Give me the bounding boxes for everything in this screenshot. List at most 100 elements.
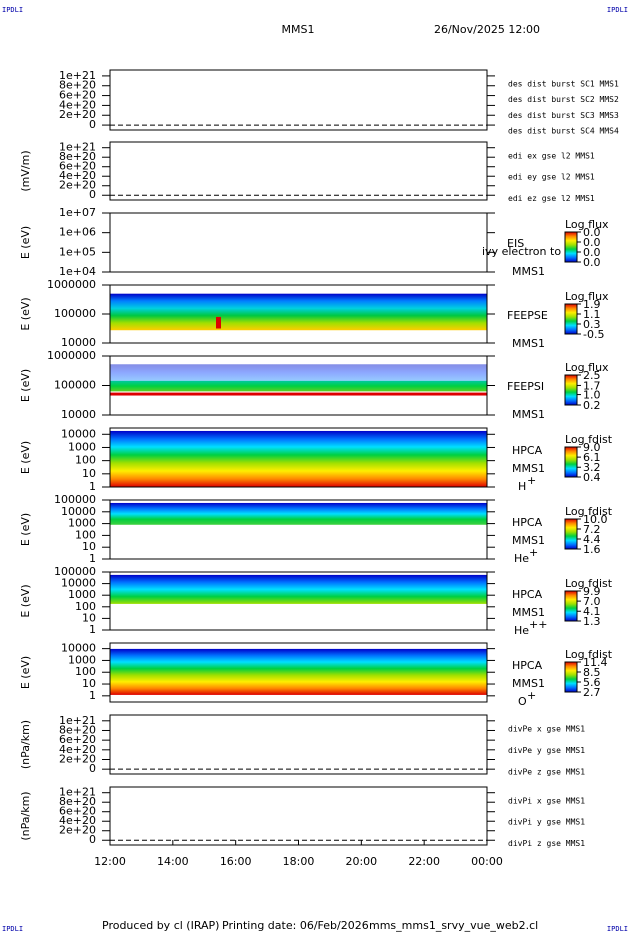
y-tick-label: 10 <box>82 611 96 624</box>
y-tick-label: 1e+05 <box>59 245 96 258</box>
instrument-label: FEEPSE <box>507 309 548 322</box>
y-tick-label: 100000 <box>54 493 96 506</box>
x-tick-label: 16:00 <box>220 855 252 868</box>
y-tick-label: 1e+04 <box>59 265 96 278</box>
colorbar-title: Log flux <box>565 218 609 231</box>
date: 26/Nov/2025 12:00 <box>434 23 540 36</box>
x-tick-label: 22:00 <box>408 855 440 868</box>
y-tick-label: 1000000 <box>47 349 96 362</box>
colorbar-tick-label: 1.3 <box>583 615 601 628</box>
colorbar-tick-label: 0.0 <box>583 246 601 259</box>
panel-frame <box>109 141 488 201</box>
y-tick-label: 2e+20 <box>59 179 96 192</box>
colorbar-tick-label: 2.5 <box>583 369 601 382</box>
y-tick-label: 0 <box>89 118 96 131</box>
panel-frame <box>109 69 488 131</box>
y-tick-label: 1 <box>89 552 96 565</box>
colorbar-title: Log fdist <box>565 505 613 518</box>
panel-frame <box>109 212 488 273</box>
y-axis-label: E (eV) <box>19 584 32 617</box>
panel-frame <box>109 499 488 560</box>
legend-entry: divPi y gse MMS1 <box>508 818 585 827</box>
y-tick-label: 1000 <box>68 440 96 453</box>
y-tick-label: 10000 <box>61 505 96 518</box>
y-axis-label: (nPa/km) <box>19 720 32 769</box>
colorbar <box>564 661 578 693</box>
spacecraft-label: MMS1 <box>512 606 545 619</box>
spacecraft-label: MMS1 <box>512 337 545 350</box>
colorbar-tick-label: 8.5 <box>583 666 601 679</box>
colorbar-tick-label: 1.0 <box>583 389 601 402</box>
y-tick-label: 10000 <box>61 336 96 349</box>
spectrogram-texture <box>110 380 487 392</box>
colorbar-tick-label: 0.0 <box>583 226 601 239</box>
legend-entry: edi ey gse l2 MMS1 <box>508 173 595 182</box>
y-axis-label: E (eV) <box>19 441 32 474</box>
colorbar-tick-label: 4.1 <box>583 605 601 618</box>
y-tick-label: 6e+20 <box>59 89 96 102</box>
y-axis-label: E (eV) <box>19 297 32 330</box>
y-tick-label: 1e+07 <box>59 206 96 219</box>
y-axis-label: E (eV) <box>19 513 32 546</box>
y-tick-label: 100000 <box>54 379 96 392</box>
panel-frame <box>109 571 488 631</box>
legend-entry: edi ex gse l2 MMS1 <box>508 152 595 161</box>
logo: IPDLI <box>2 6 23 14</box>
y-tick-label: 100 <box>75 454 96 467</box>
y-tick-label: 1e+21 <box>59 786 96 799</box>
y-tick-label: 100 <box>75 665 96 678</box>
colorbar <box>564 231 578 263</box>
legend-entry: divPe x gse MMS1 <box>508 725 585 734</box>
y-tick-label: 2e+20 <box>59 108 96 121</box>
spacecraft-label: MMS1 <box>512 534 545 547</box>
colorbar-tick-label: 1.6 <box>583 543 601 556</box>
y-tick-label: 100000 <box>54 307 96 320</box>
species-charge: ++ <box>529 618 547 631</box>
x-tick-label: 20:00 <box>345 855 377 868</box>
colorbar-tick-label: 4.4 <box>583 533 601 546</box>
colorbar-title: Log fdist <box>565 577 613 590</box>
y-tick-label: 0 <box>89 762 96 775</box>
colorbar-tick-label: 9.0 <box>583 441 601 454</box>
y-tick-label: 8e+20 <box>59 723 96 736</box>
spectrogram-texture <box>216 316 221 329</box>
species-label: He <box>514 624 529 637</box>
spectrogram-texture <box>110 574 487 604</box>
spectrogram-texture <box>110 293 487 331</box>
y-tick-label: 1e+21 <box>59 141 96 154</box>
colorbar-tick-label: 3.2 <box>583 461 601 474</box>
y-tick-label: 6e+20 <box>59 733 96 746</box>
legend-entry: divPi z gse MMS1 <box>508 839 585 848</box>
annotation: ivy electron to <box>482 245 561 258</box>
y-tick-label: 1000 <box>68 588 96 601</box>
legend-entry: edi ez gse l2 MMS1 <box>508 194 595 203</box>
y-tick-label: 10000 <box>61 427 96 440</box>
y-tick-label: 0 <box>89 188 96 201</box>
legend-entry: divPe z gse MMS1 <box>508 768 585 777</box>
y-tick-label: 6e+20 <box>59 160 96 173</box>
x-tick-label: 00:00 <box>471 855 503 868</box>
y-tick-label: 1e+06 <box>59 226 96 239</box>
colorbar-tick-label: 0.3 <box>583 318 601 331</box>
colorbar-tick-label: 0.0 <box>583 256 601 269</box>
species-label: O <box>518 695 527 708</box>
y-axis-label: E (eV) <box>19 369 32 402</box>
y-tick-label: 1 <box>89 689 96 702</box>
spectrogram-texture <box>110 430 487 487</box>
y-tick-label: 2e+20 <box>59 752 96 765</box>
legend-entry: des dist burst SC4 MMS4 <box>508 127 619 136</box>
y-tick-label: 1000000 <box>47 278 96 291</box>
colorbar <box>564 518 578 550</box>
colorbar-tick-label: -0.5 <box>583 328 604 341</box>
instrument-label: EIS <box>507 237 524 250</box>
colorbar-tick-label: 10.0 <box>583 513 608 526</box>
y-tick-label: 8e+20 <box>59 795 96 808</box>
spectrogram-texture <box>110 648 487 695</box>
instrument-label: FEEPSI <box>507 380 544 393</box>
script-name: mms_mms1_srvy_vue_web2.cl <box>369 919 538 932</box>
credit: Produced by cl (IRAP) <box>102 919 219 932</box>
colorbar-tick-label: 0.4 <box>583 471 601 484</box>
y-tick-label: 10000 <box>61 577 96 590</box>
colorbar-title: Log flux <box>565 361 609 374</box>
colorbar-title: Log fdist <box>565 648 613 661</box>
